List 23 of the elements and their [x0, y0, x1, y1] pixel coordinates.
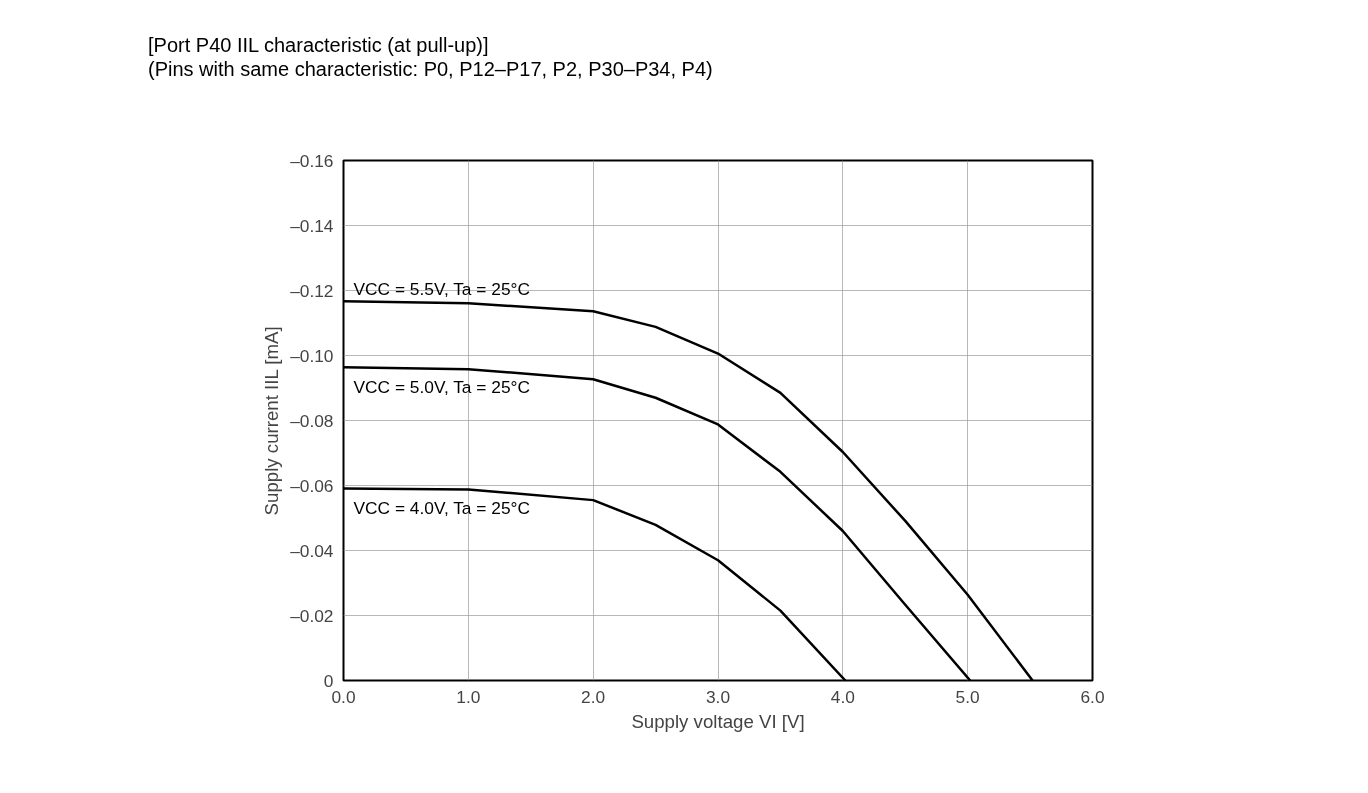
series-label: VCC = 5.5V, Ta = 25°C	[353, 279, 530, 300]
y-tick-label: –0.02	[290, 605, 334, 626]
y-tick-label: –0.16	[290, 150, 334, 171]
y-tick-label: 0	[323, 670, 334, 691]
series-label: VCC = 5.0V, Ta = 25°C	[353, 377, 530, 398]
series-label: VCC = 4.0V, Ta = 25°C	[353, 498, 530, 519]
y-tick-label: –0.08	[290, 410, 334, 431]
x-tick-label: 6.0	[1080, 686, 1105, 707]
y-tick-label: –0.12	[290, 280, 334, 301]
chart-title: [Port P40 IIL characteristic (at pull-up)]	[148, 33, 489, 58]
x-tick-label: 5.0	[955, 686, 980, 707]
y-tick-label: –0.10	[290, 345, 334, 366]
x-axis-title: Supply voltage VI [V]	[631, 710, 805, 732]
x-tick-label: 0.0	[331, 686, 356, 707]
chart-subtitle: (Pins with same characteristic: P0, P12–P17, P2, P30–P34, P4)	[148, 57, 713, 82]
x-tick-label: 4.0	[830, 686, 855, 707]
x-tick-label: 2.0	[581, 686, 606, 707]
y-tick-label: –0.06	[290, 475, 334, 496]
x-tick-label: 1.0	[456, 686, 481, 707]
y-tick-label: –0.14	[290, 215, 334, 236]
y-tick-label: –0.04	[290, 540, 334, 561]
x-tick-label: 3.0	[705, 686, 731, 707]
y-axis-title: Supply current IIL [mA]	[261, 326, 283, 516]
